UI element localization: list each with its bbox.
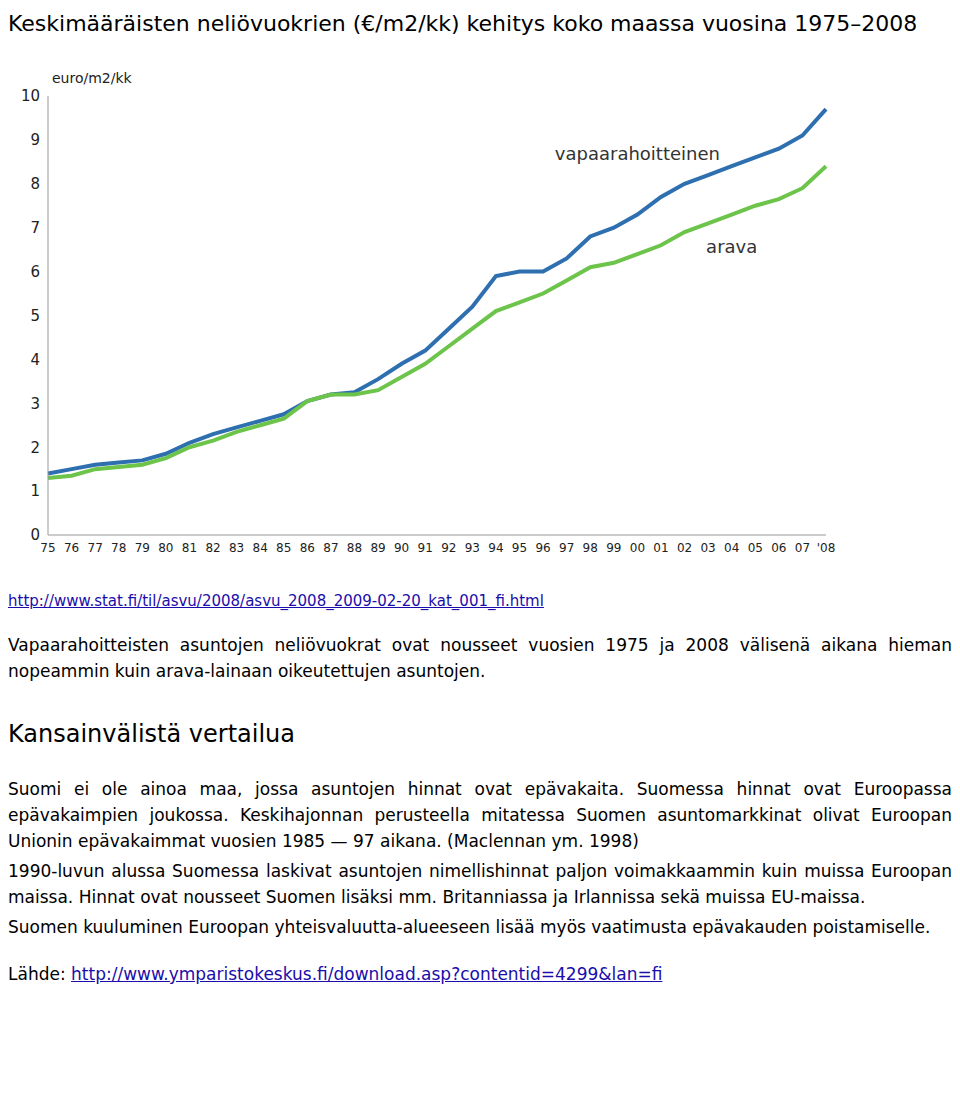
svg-text:00: 00 (630, 541, 645, 555)
svg-text:86: 86 (300, 541, 315, 555)
svg-text:95: 95 (512, 541, 527, 555)
svg-text:96: 96 (535, 541, 550, 555)
svg-text:82: 82 (205, 541, 220, 555)
svg-text:4: 4 (30, 351, 40, 369)
svg-text:05: 05 (748, 541, 763, 555)
html-text:Lähde: http://www.ymparistokes: Lähde: http://www.ymparistokeskus.fi/dow… (8, 964, 663, 984)
svg-text:0: 0 (30, 526, 40, 544)
svg-text:91: 91 (418, 541, 433, 555)
svg-text:84: 84 (253, 541, 268, 555)
svg-text:8: 8 (30, 175, 40, 193)
svg-text:2: 2 (30, 439, 40, 457)
html-text:euro/m2/kk: euro/m2/kk (52, 70, 132, 86)
svg-text:80: 80 (158, 541, 173, 555)
svg-text:93: 93 (465, 541, 480, 555)
svg-text:79: 79 (135, 541, 150, 555)
svg-text:01: 01 (653, 541, 668, 555)
svg-text:9: 9 (30, 131, 40, 149)
svg-text:98: 98 (583, 541, 598, 555)
svg-text:vapaarahoitteinen: vapaarahoitteinen (555, 143, 720, 164)
svg-text:76: 76 (64, 541, 79, 555)
svg-text:04: 04 (724, 541, 739, 555)
svg-text:87: 87 (323, 541, 338, 555)
svg-text:83: 83 (229, 541, 244, 555)
svg-text:arava: arava (706, 236, 757, 257)
svg-text:97: 97 (559, 541, 574, 555)
svg-text:3: 3 (30, 395, 40, 413)
html-text:http://www.stat.fi/til/asvu/20: http://www.stat.fi/til/asvu/2008/asvu_20… (8, 592, 544, 610)
html-text:Vapaarahoitteisten asuntojen n: Vapaarahoitteisten asuntojen neliövuokra… (8, 635, 952, 681)
html-text:Keskimääräisten neliövuokrien: Keskimääräisten neliövuokrien (€/m2/kk) … (8, 11, 918, 36)
svg-text:89: 89 (370, 541, 385, 555)
svg-text:78: 78 (111, 541, 126, 555)
svg-text:06: 06 (771, 541, 786, 555)
svg-text:75: 75 (40, 541, 55, 555)
svg-text:07: 07 (795, 541, 810, 555)
svg-text:5: 5 (30, 307, 40, 325)
html-text:Kansainvälistä vertailua: Kansainvälistä vertailua (8, 720, 295, 748)
svg-text:92: 92 (441, 541, 456, 555)
svg-text:03: 03 (700, 541, 715, 555)
svg-text:02: 02 (677, 541, 692, 555)
svg-text:7: 7 (30, 219, 40, 237)
svg-text:1: 1 (30, 482, 40, 500)
svg-text:94: 94 (488, 541, 503, 555)
svg-text:10: 10 (21, 87, 40, 105)
svg-text:90: 90 (394, 541, 409, 555)
html-text:1990-luvun alussa Suomessa las: 1990-luvun alussa Suomessa laskivat asun… (8, 861, 952, 907)
svg-text:77: 77 (88, 541, 103, 555)
html-text:Suomen kuuluminen Euroopan yht: Suomen kuuluminen Euroopan yhteisvaluutt… (8, 917, 931, 937)
svg-text:99: 99 (606, 541, 621, 555)
html-text:Suomi ei ole ainoa maa, jossa: Suomi ei ole ainoa maa, jossa asuntojen … (8, 779, 952, 851)
svg-text:88: 88 (347, 541, 362, 555)
svg-text:6: 6 (30, 263, 40, 281)
svg-text:81: 81 (182, 541, 197, 555)
svg-text:85: 85 (276, 541, 291, 555)
svg-text:'08: '08 (817, 541, 836, 555)
